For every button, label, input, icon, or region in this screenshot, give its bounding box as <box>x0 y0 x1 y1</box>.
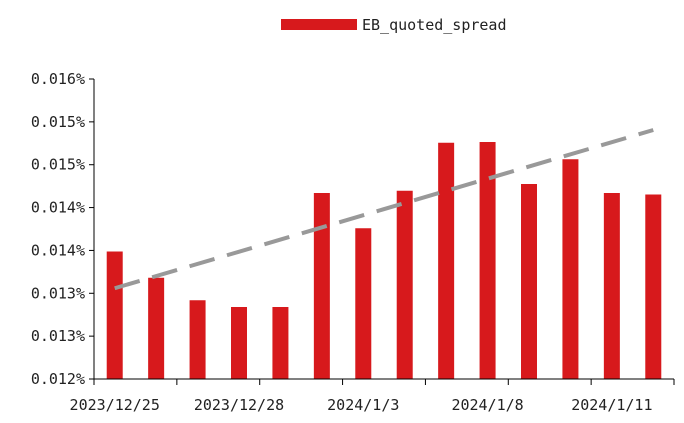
trend-line <box>114 128 654 291</box>
y-tick-label: 0.016% <box>31 70 85 88</box>
x-tick-label: 2023/12/25 <box>70 396 160 414</box>
bar <box>603 193 620 379</box>
bar <box>272 307 289 379</box>
y-tick-label: 0.015% <box>31 113 85 131</box>
bar <box>562 159 579 379</box>
bar <box>355 228 372 379</box>
x-tick-label: 2024/1/11 <box>571 396 652 414</box>
x-tick-label: 2023/12/28 <box>194 396 284 414</box>
bar <box>189 300 206 379</box>
bar <box>313 193 330 379</box>
x-tick-label: 2024/1/8 <box>451 396 523 414</box>
plot-area: 0.012% 0.013% 0.013% 0.014% 0.014% 0.015% 0.01… <box>31 70 675 414</box>
y-tick-label: 0.014% <box>31 199 85 217</box>
legend: EB_quoted_spread <box>281 16 507 34</box>
bar <box>148 277 165 379</box>
bar <box>438 142 455 379</box>
bar <box>396 190 413 379</box>
y-tick-label: 0.013% <box>31 327 85 345</box>
bar <box>231 307 247 379</box>
y-tick-label: 0.015% <box>31 156 85 174</box>
legend-swatch <box>281 19 357 30</box>
y-tick-label: 0.013% <box>31 284 85 302</box>
bar <box>645 194 662 379</box>
x-tick-label: 2024/1/3 <box>327 396 399 414</box>
y-tick-label: 0.012% <box>31 370 85 388</box>
bar <box>106 251 123 379</box>
bar <box>521 184 537 379</box>
y-tick-label: 0.014% <box>31 241 85 259</box>
bar <box>479 142 496 379</box>
legend-label: EB_quoted_spread <box>362 16 507 34</box>
